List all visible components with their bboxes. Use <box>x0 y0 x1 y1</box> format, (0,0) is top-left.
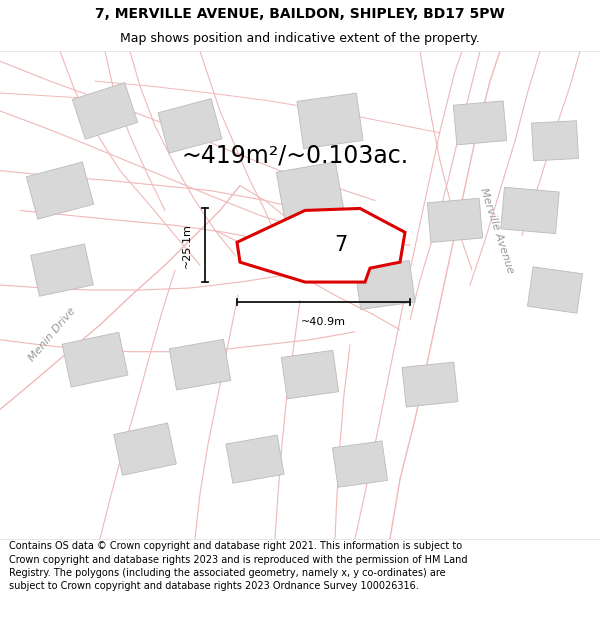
Text: Menin Drive: Menin Drive <box>26 306 77 364</box>
Bar <box>332 441 388 488</box>
Text: ~25.1m: ~25.1m <box>182 223 192 268</box>
Bar <box>26 162 94 219</box>
Bar <box>158 99 222 153</box>
Text: Map shows position and indicative extent of the property.: Map shows position and indicative extent… <box>120 32 480 45</box>
Text: 7: 7 <box>334 235 347 255</box>
Bar <box>281 350 338 399</box>
Text: ~419m²/~0.103ac.: ~419m²/~0.103ac. <box>181 144 409 168</box>
Text: Contains OS data © Crown copyright and database right 2021. This information is : Contains OS data © Crown copyright and d… <box>9 541 467 591</box>
Text: ~40.9m: ~40.9m <box>301 317 346 327</box>
Bar <box>169 339 231 390</box>
Bar <box>226 435 284 483</box>
Bar <box>501 188 559 234</box>
Bar <box>114 423 176 476</box>
Bar <box>454 101 506 145</box>
Polygon shape <box>237 209 405 282</box>
Bar <box>532 121 578 161</box>
Text: Merville Avenue: Merville Avenue <box>478 186 515 274</box>
Bar <box>297 93 363 149</box>
Bar <box>355 261 415 309</box>
Bar <box>427 198 482 242</box>
Bar <box>62 332 128 387</box>
Bar <box>276 162 344 219</box>
Text: 7, MERVILLE AVENUE, BAILDON, SHIPLEY, BD17 5PW: 7, MERVILLE AVENUE, BAILDON, SHIPLEY, BD… <box>95 8 505 21</box>
Bar <box>402 362 458 407</box>
Bar <box>73 82 137 139</box>
Bar <box>527 267 583 313</box>
Bar <box>31 244 93 296</box>
